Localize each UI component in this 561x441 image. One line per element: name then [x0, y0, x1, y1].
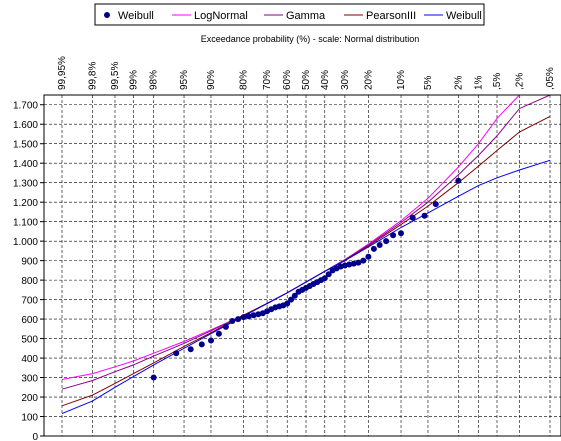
- x-tick-label: 95%: [179, 70, 190, 90]
- y-tick-label: 100: [21, 413, 38, 424]
- legend-box: [94, 3, 485, 26]
- data-point: [291, 292, 298, 299]
- data-point: [288, 296, 294, 303]
- data-point: [360, 257, 367, 264]
- x-tick-label: 90%: [206, 70, 217, 90]
- y-tick-label: 1.700: [13, 101, 38, 112]
- y-tick-label: 200: [21, 393, 38, 404]
- x-tick-label: ,5%: [492, 73, 503, 90]
- legend-label: PearsonIII: [366, 10, 416, 22]
- y-tick-label: 0: [32, 432, 38, 441]
- observed-points: [150, 177, 462, 381]
- x-tick-label: 5%: [423, 75, 434, 90]
- x-tick-label: 2%: [453, 75, 464, 90]
- y-tick-label: 300: [21, 374, 38, 385]
- data-point: [284, 300, 291, 307]
- data-point: [409, 214, 416, 221]
- series-line-lognormal: [61, 95, 520, 380]
- x-tick-label: 30%: [340, 70, 351, 90]
- y-tick-label: 1.100: [13, 218, 38, 229]
- legend-swatch-points: [104, 12, 110, 18]
- data-point: [365, 253, 372, 260]
- fitted-curves: [61, 95, 551, 415]
- x-tick-labels: 99,95% 99,8% 99,5% 99% 98% 95% 90% 80% 70% 60% 50%…: [57, 56, 556, 90]
- data-point: [245, 313, 252, 320]
- x-tick-label: ,05%: [545, 67, 556, 90]
- y-tick-label: 900: [21, 257, 38, 268]
- y-tick-label: 1.300: [13, 179, 38, 190]
- data-point: [350, 260, 357, 267]
- data-point: [383, 238, 390, 245]
- x-tick-label: 10%: [396, 70, 407, 90]
- y-tick-labels: 0 100 200 300 400 500 600 700 800 900 1.000 1.100 1.…: [13, 101, 44, 441]
- x-tick-label: 99,5%: [110, 62, 121, 90]
- data-point: [255, 311, 262, 318]
- y-tick-label: 800: [21, 276, 38, 287]
- data-point: [370, 245, 377, 252]
- y-tick-label: 1.600: [13, 120, 38, 131]
- x-tick-label: 98%: [149, 70, 160, 90]
- x-tick-label: ,2%: [514, 73, 525, 90]
- data-point: [173, 350, 180, 357]
- data-point: [421, 212, 428, 219]
- data-point: [208, 337, 214, 344]
- y-tick-label: 1.200: [13, 198, 38, 209]
- data-point: [150, 374, 157, 381]
- x-tick-label: 50%: [301, 70, 312, 90]
- data-point: [325, 271, 332, 278]
- y-tick-label: 1.000: [13, 237, 38, 248]
- data-point: [198, 341, 205, 348]
- legend-label: Weibull: [118, 10, 154, 22]
- series-line-weibull: [61, 159, 551, 415]
- data-point: [398, 230, 404, 237]
- y-tick-label: 500: [21, 335, 38, 346]
- legend-label: Gamma: [286, 10, 326, 22]
- y-tick-label: 1.500: [13, 140, 38, 151]
- legend: Weibull LogNormal Gamma PearsonIII Weibu…: [94, 3, 485, 26]
- data-point: [390, 232, 397, 239]
- plot-border: [43, 94, 561, 437]
- data-point: [321, 275, 328, 282]
- data-point: [355, 259, 362, 266]
- y-tick-label: 700: [21, 296, 38, 307]
- x-tick-label: 1%: [474, 75, 485, 90]
- data-point: [250, 312, 257, 319]
- y-tick-label: 1.400: [13, 159, 38, 170]
- data-point: [240, 314, 247, 321]
- data-point: [376, 242, 383, 248]
- legend-label: LogNormal: [194, 10, 248, 22]
- data-point: [346, 261, 353, 268]
- data-point: [235, 316, 242, 323]
- y-tick-label: 600: [21, 315, 38, 326]
- x-tick-label: 20%: [363, 70, 374, 90]
- data-point: [455, 177, 462, 184]
- x-tick-label: 80%: [239, 70, 250, 90]
- x-tick-label: 60%: [282, 70, 293, 90]
- legend-label: Weibull: [446, 10, 482, 22]
- data-point: [432, 201, 439, 208]
- data-point: [187, 346, 194, 353]
- x-tick-label: 40%: [320, 70, 331, 90]
- data-point: [215, 330, 222, 337]
- x-tick-label: 99,95%: [57, 56, 68, 90]
- y-tick-label: 400: [21, 354, 38, 365]
- x-tick-label: 70%: [262, 70, 273, 90]
- axis-title: Exceedance probability (%) - scale: Norm…: [201, 34, 420, 44]
- data-point: [229, 318, 236, 324]
- x-tick-label: 99%: [128, 70, 139, 90]
- x-tick-label: 99,8%: [88, 62, 99, 90]
- grid: [44, 95, 561, 436]
- data-point: [222, 323, 229, 330]
